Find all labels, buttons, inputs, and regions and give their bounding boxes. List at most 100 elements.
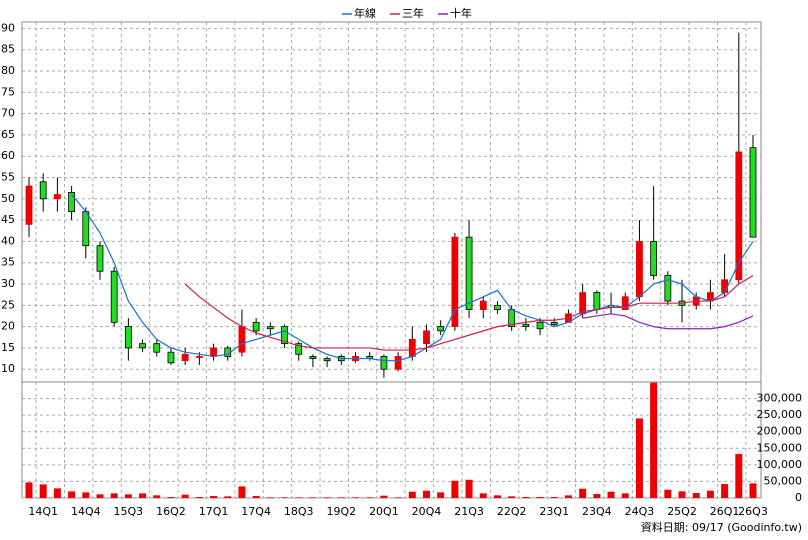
candle-body [53, 194, 61, 200]
candle-body [380, 356, 388, 370]
x-tick-label: 24Q3 [625, 505, 655, 518]
volume-bar [621, 493, 629, 498]
volume-tick-label: 50,000 [764, 474, 803, 487]
volume-tick-label: 150,000 [757, 441, 803, 454]
x-tick-label: 14Q4 [71, 505, 101, 518]
volume-bar [25, 482, 33, 498]
volume-bar [252, 496, 260, 498]
ma-line [582, 313, 754, 330]
volume-bar [465, 479, 473, 498]
volume-bar [451, 480, 459, 498]
volume-bar [337, 497, 345, 498]
volume-bar [564, 495, 572, 498]
volume-bar [167, 497, 175, 498]
y-tick-label: 50 [1, 192, 15, 205]
volume-bar [579, 488, 587, 498]
candle-body [451, 236, 459, 328]
candle-body [621, 296, 629, 310]
x-tick-label: 26Q3 [738, 505, 768, 518]
candle-body [323, 358, 331, 362]
y-tick-label: 15 [1, 341, 15, 354]
volume-bar [39, 484, 47, 498]
candle-body [195, 356, 203, 358]
candle-body [252, 321, 260, 332]
candle-body [238, 326, 246, 353]
y-tick-label: 70 [1, 107, 15, 120]
candle-body [522, 324, 530, 328]
volume-bar [593, 494, 601, 498]
candle-body [536, 321, 544, 330]
volume-bar [139, 493, 147, 498]
candle-body [68, 192, 75, 212]
volume-bar [692, 493, 700, 498]
volume-bar [82, 492, 90, 498]
volume-tick-label: 250,000 [757, 408, 803, 421]
volume-tick-label: 200,000 [757, 425, 803, 438]
volume-bar [721, 484, 729, 498]
candle-body [39, 181, 47, 200]
legend-label: 三年 [402, 6, 424, 20]
y-tick-label: 75 [1, 85, 15, 98]
candle-body [110, 270, 118, 323]
candle-body [735, 151, 743, 281]
volume-bar [749, 483, 757, 498]
volume-bar [664, 489, 672, 498]
candle-body [309, 356, 317, 359]
volume-bar [394, 497, 402, 498]
candle-body [139, 343, 146, 349]
volume-bar [408, 491, 416, 498]
volume-bar [706, 490, 714, 498]
volume-bar [493, 495, 501, 498]
volume-bar [181, 494, 189, 498]
legend-label: 十年 [450, 6, 472, 20]
volume-bar [309, 497, 317, 498]
x-tick-label: 26Q1 [710, 505, 740, 518]
candle-body [437, 326, 445, 332]
x-tick-label: 22Q2 [497, 505, 527, 518]
y-tick-label: 25 [1, 298, 15, 311]
candle-body [749, 147, 757, 238]
plot-frame [21, 21, 762, 499]
candle-body [394, 356, 402, 370]
volume-bar [522, 497, 530, 498]
y-tick-label: 80 [1, 64, 15, 77]
y-tick-label: 90 [1, 21, 15, 34]
candle-body [25, 185, 33, 225]
candle-body [550, 321, 558, 325]
volume-bar [437, 492, 445, 498]
volume-bar [536, 497, 544, 498]
volume-bar [366, 497, 374, 498]
date-note: 資料日期: 09/17 (Goodinfo.tw) [641, 520, 802, 534]
y-tick-label: 55 [1, 171, 15, 184]
candle-body [579, 292, 587, 315]
volume-bar [479, 493, 487, 498]
x-tick-label: 21Q3 [454, 505, 484, 518]
volume-bar [735, 453, 743, 498]
volume-bar [96, 494, 104, 498]
x-tick-label: 17Q1 [199, 505, 229, 518]
volume-bar [224, 496, 232, 498]
volume-bar [153, 495, 161, 498]
candle-body [479, 300, 487, 310]
volume-bar [422, 490, 430, 498]
volume-bar [678, 491, 686, 498]
x-tick-label: 23Q4 [582, 505, 612, 518]
candle-body [423, 330, 430, 345]
volume-bar [295, 497, 303, 498]
x-tick-label: 16Q2 [156, 505, 186, 518]
volume-bar [607, 491, 615, 498]
ma-line [184, 274, 754, 351]
candle-body [124, 326, 132, 349]
volume-bar [323, 497, 331, 498]
volume-bar [53, 488, 61, 498]
volume-tick-label: 0 [795, 491, 802, 504]
volume-bar [124, 494, 132, 498]
candle-body [465, 236, 473, 310]
x-tick-label: 14Q1 [28, 505, 58, 518]
x-tick-label: 19Q2 [326, 505, 356, 518]
candle-body [494, 304, 501, 310]
x-tick-label: 15Q3 [114, 505, 144, 518]
volume-bar [352, 497, 360, 498]
x-tick-label: 17Q4 [241, 505, 271, 518]
